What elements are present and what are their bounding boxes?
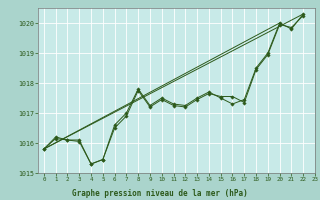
Text: Graphe pression niveau de la mer (hPa): Graphe pression niveau de la mer (hPa) xyxy=(72,189,248,198)
